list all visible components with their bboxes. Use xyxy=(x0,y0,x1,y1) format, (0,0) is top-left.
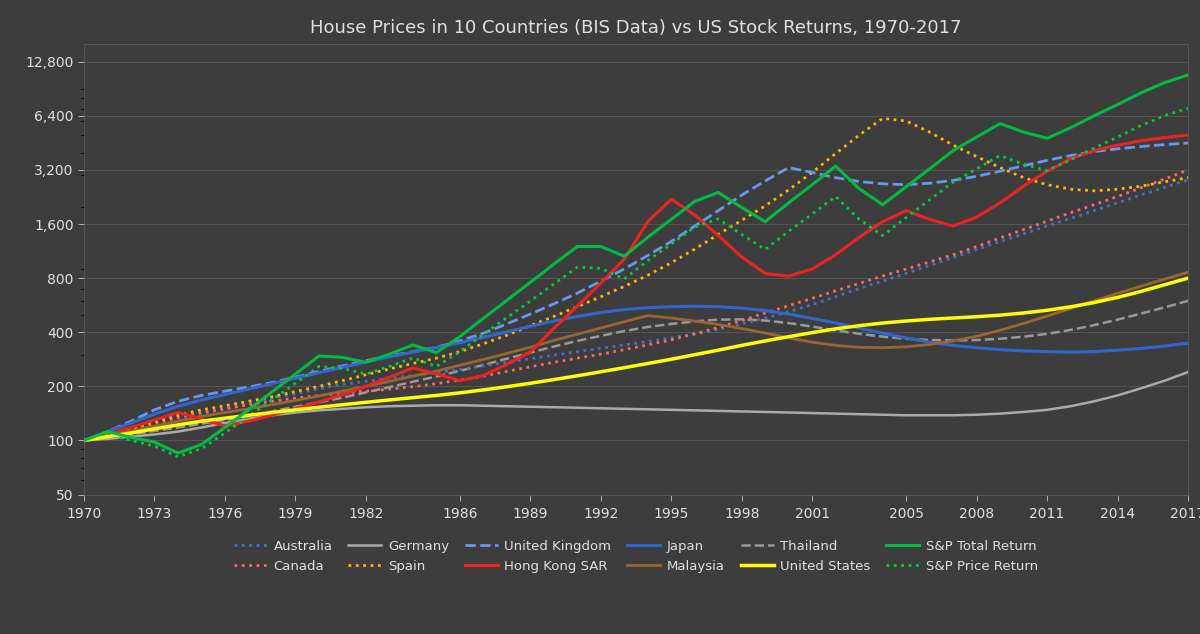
Legend: Australia, Canada, Germany, Spain, United Kingdom, Hong Kong SAR, Japan, Malaysi: Australia, Canada, Germany, Spain, Unite… xyxy=(229,535,1043,578)
Title: House Prices in 10 Countries (BIS Data) vs US Stock Returns, 1970-2017: House Prices in 10 Countries (BIS Data) … xyxy=(311,19,961,37)
